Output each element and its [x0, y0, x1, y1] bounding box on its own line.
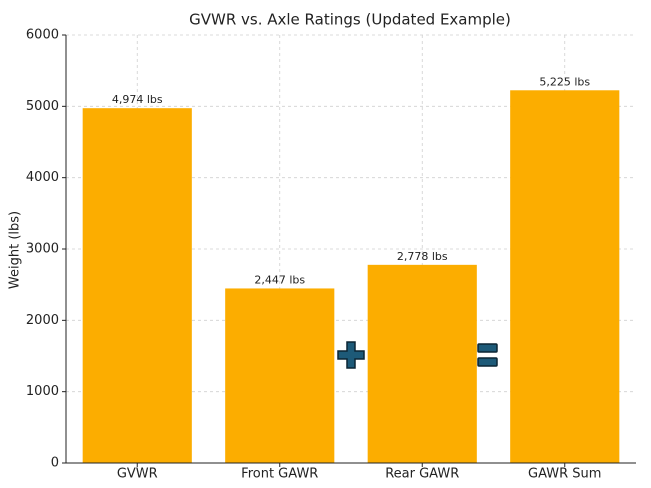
- y-tick-label: 2000: [26, 313, 59, 328]
- x-tick-label: GVWR: [117, 467, 158, 482]
- y-axis-label: Weight (lbs): [8, 211, 23, 289]
- value-label: 4,974 lbs: [112, 93, 163, 106]
- y-tick-label: 5000: [26, 99, 59, 114]
- plot: 0 1000 2000 3000 4000 5000 6000 4,974 lbs GVWR 2,…: [26, 28, 636, 482]
- equals-icon: [477, 343, 498, 367]
- y-tick-label: 4000: [26, 170, 59, 185]
- value-label: 2,447 lbs: [254, 273, 305, 286]
- bar: [510, 90, 620, 464]
- bar: [225, 288, 335, 463]
- x-tick-label: Front GAWR: [241, 467, 318, 482]
- x-tick-label: Rear GAWR: [385, 467, 459, 482]
- y-tick-label: 6000: [26, 28, 59, 43]
- value-label: 2,778 lbs: [397, 250, 448, 263]
- chart-title: GVWR vs. Axle Ratings (Updated Example): [189, 11, 511, 29]
- y-tick-label: 1000: [26, 384, 59, 399]
- bar: [367, 264, 477, 463]
- value-label: 5,225 lbs: [539, 75, 590, 88]
- y-tick-label: 0: [51, 456, 59, 471]
- bar: [82, 108, 192, 464]
- x-tick-label: GAWR Sum: [528, 467, 601, 482]
- y-tick-label: 3000: [26, 242, 59, 257]
- plus-icon: [337, 341, 365, 369]
